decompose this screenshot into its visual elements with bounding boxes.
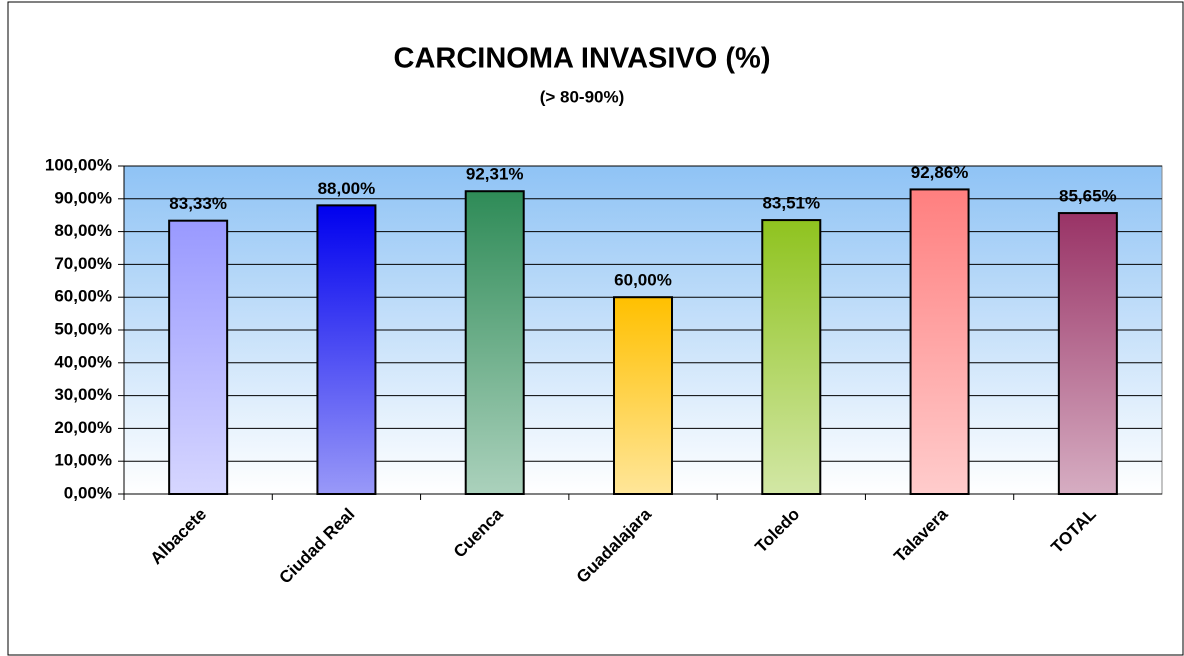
y-tick-label: 100,00%	[45, 155, 112, 174]
y-tick-label: 10,00%	[54, 451, 112, 470]
y-tick-label: 70,00%	[54, 254, 112, 273]
y-tick-label: 0,00%	[64, 483, 112, 502]
y-tick-label: 30,00%	[54, 385, 112, 404]
chart-title: CARCINOMA INVASIVO (%)	[394, 43, 771, 75]
data-label: 92,86%	[911, 163, 969, 182]
bar	[1057, 212, 1118, 495]
data-label: 60,00%	[614, 271, 672, 290]
data-label: 92,31%	[466, 165, 524, 184]
bar	[464, 190, 525, 495]
bar	[168, 219, 229, 495]
y-tick-label: 20,00%	[54, 418, 112, 437]
data-label: 85,65%	[1059, 187, 1117, 206]
y-tick-label: 80,00%	[54, 221, 112, 240]
y-tick-label: 50,00%	[54, 319, 112, 338]
bar	[613, 296, 673, 496]
data-label: 83,33%	[169, 194, 227, 213]
chart-subtitle: (> 80-90%)	[540, 87, 625, 106]
bar	[761, 219, 822, 496]
data-label: 88,00%	[318, 179, 376, 198]
bar	[909, 188, 970, 496]
y-tick-label: 90,00%	[54, 188, 112, 207]
data-label: 83,51%	[762, 194, 820, 213]
y-tick-label: 60,00%	[54, 287, 112, 306]
bar	[316, 204, 377, 496]
y-tick-label: 40,00%	[54, 352, 112, 371]
